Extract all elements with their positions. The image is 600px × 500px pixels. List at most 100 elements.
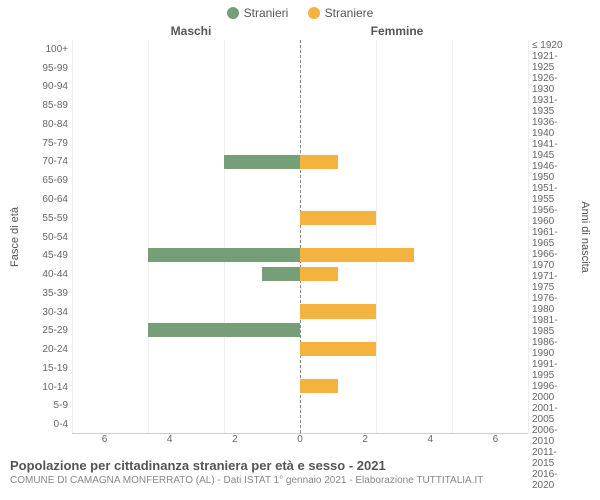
legend-swatch-male <box>227 7 239 19</box>
age-label: 40-44 <box>22 265 72 284</box>
xaxis-tick: 4 <box>137 434 202 452</box>
chart-subtitle: COMUNE DI CAMAGNA MONFERRATO (AL) - Dati… <box>10 475 590 486</box>
year-label: 1946-1950 <box>528 161 578 183</box>
chart-area: Fasce di età 100+95-9990-9485-8980-8475-… <box>0 40 600 434</box>
age-label: 45-49 <box>22 246 72 265</box>
bar-row <box>72 414 528 433</box>
bar-row <box>72 283 528 302</box>
bar-row <box>72 96 528 115</box>
xaxis-tick: 0 <box>267 434 332 452</box>
year-label: 1941-1945 <box>528 139 578 161</box>
age-label: 90-94 <box>22 78 72 97</box>
year-label: 1936-1940 <box>528 117 578 139</box>
bar-row <box>72 59 528 78</box>
age-label: 85-89 <box>22 96 72 115</box>
bar-male <box>148 323 300 337</box>
legend-label-male: Stranieri <box>244 6 289 20</box>
age-label: 0-4 <box>22 415 72 434</box>
bar-male <box>224 155 300 169</box>
bar-female <box>300 155 338 169</box>
legend-swatch-female <box>308 7 320 19</box>
legend-item-female: Straniere <box>308 6 374 20</box>
bar-female <box>300 248 414 262</box>
bar-row <box>72 77 528 96</box>
xaxis-tick: 4 <box>398 434 463 452</box>
year-label: 2006-2010 <box>528 425 578 447</box>
age-label: 55-59 <box>22 209 72 228</box>
legend-label-female: Straniere <box>325 6 374 20</box>
xaxis-tick: 2 <box>202 434 267 452</box>
year-label: 1986-1990 <box>528 337 578 359</box>
age-label: 100+ <box>22 40 72 59</box>
year-label: 1996-2000 <box>528 381 578 403</box>
year-label: 1921-1925 <box>528 51 578 73</box>
yaxis-right-labels: ≤ 19201921-19251926-19301931-19351936-19… <box>528 40 578 434</box>
yaxis-left-title: Fasce di età <box>8 40 22 434</box>
year-label: 2001-2005 <box>528 403 578 425</box>
year-label: ≤ 1920 <box>528 40 578 51</box>
bar-row <box>72 265 528 284</box>
age-label: 35-39 <box>22 284 72 303</box>
xaxis-tick: 6 <box>72 434 137 452</box>
xaxis-labels: 6420246 <box>0 434 600 452</box>
bar-row <box>72 377 528 396</box>
age-label: 20-24 <box>22 340 72 359</box>
age-label: 60-64 <box>22 190 72 209</box>
yaxis-left-labels: 100+95-9990-9485-8980-8475-7970-7465-696… <box>22 40 72 434</box>
age-label: 80-84 <box>22 115 72 134</box>
plot-area <box>72 40 528 434</box>
bar-male <box>148 248 300 262</box>
age-label: 30-34 <box>22 303 72 322</box>
bar-female <box>300 304 376 318</box>
yaxis-right-title: Anni di nascita <box>578 40 592 434</box>
bar-female <box>300 267 338 281</box>
year-label: 1976-1980 <box>528 293 578 315</box>
bar-row <box>72 152 528 171</box>
bar-row <box>72 115 528 134</box>
age-label: 65-69 <box>22 171 72 190</box>
age-label: 70-74 <box>22 153 72 172</box>
year-label: 1956-1960 <box>528 205 578 227</box>
bar-row <box>72 134 528 153</box>
bar-male <box>262 267 300 281</box>
year-label: 1926-1930 <box>528 73 578 95</box>
year-label: 2011-2015 <box>528 447 578 469</box>
bar-female <box>300 379 338 393</box>
year-label: 1981-1985 <box>528 315 578 337</box>
year-label: 1966-1970 <box>528 249 578 271</box>
bar-row <box>72 302 528 321</box>
bar-row <box>72 358 528 377</box>
legend-item-male: Stranieri <box>227 6 289 20</box>
bar-row <box>72 340 528 359</box>
bar-row <box>72 396 528 415</box>
age-label: 25-29 <box>22 321 72 340</box>
age-label: 5-9 <box>22 397 72 416</box>
xaxis-tick: 2 <box>333 434 398 452</box>
bar-row <box>72 227 528 246</box>
year-label: 2016-2020 <box>528 469 578 491</box>
year-label: 1991-1995 <box>528 359 578 381</box>
bar-row <box>72 208 528 227</box>
chart-title: Popolazione per cittadinanza straniera p… <box>10 458 590 473</box>
year-label: 1951-1955 <box>528 183 578 205</box>
age-label: 50-54 <box>22 228 72 247</box>
xaxis-tick: 6 <box>463 434 528 452</box>
year-label: 1971-1975 <box>528 271 578 293</box>
footer: Popolazione per cittadinanza straniera p… <box>0 452 600 486</box>
bar-row <box>72 246 528 265</box>
column-header-left: Maschi <box>88 24 294 38</box>
age-label: 95-99 <box>22 59 72 78</box>
age-label: 75-79 <box>22 134 72 153</box>
bar-female <box>300 211 376 225</box>
year-label: 1961-1965 <box>528 227 578 249</box>
bar-female <box>300 342 376 356</box>
column-header-right: Femmine <box>294 24 500 38</box>
bar-row <box>72 190 528 209</box>
year-label: 1931-1935 <box>528 95 578 117</box>
age-label: 15-19 <box>22 359 72 378</box>
bar-row <box>72 40 528 59</box>
age-label: 10-14 <box>22 378 72 397</box>
bar-row <box>72 171 528 190</box>
legend: Stranieri Straniere <box>0 0 600 24</box>
bar-row <box>72 321 528 340</box>
